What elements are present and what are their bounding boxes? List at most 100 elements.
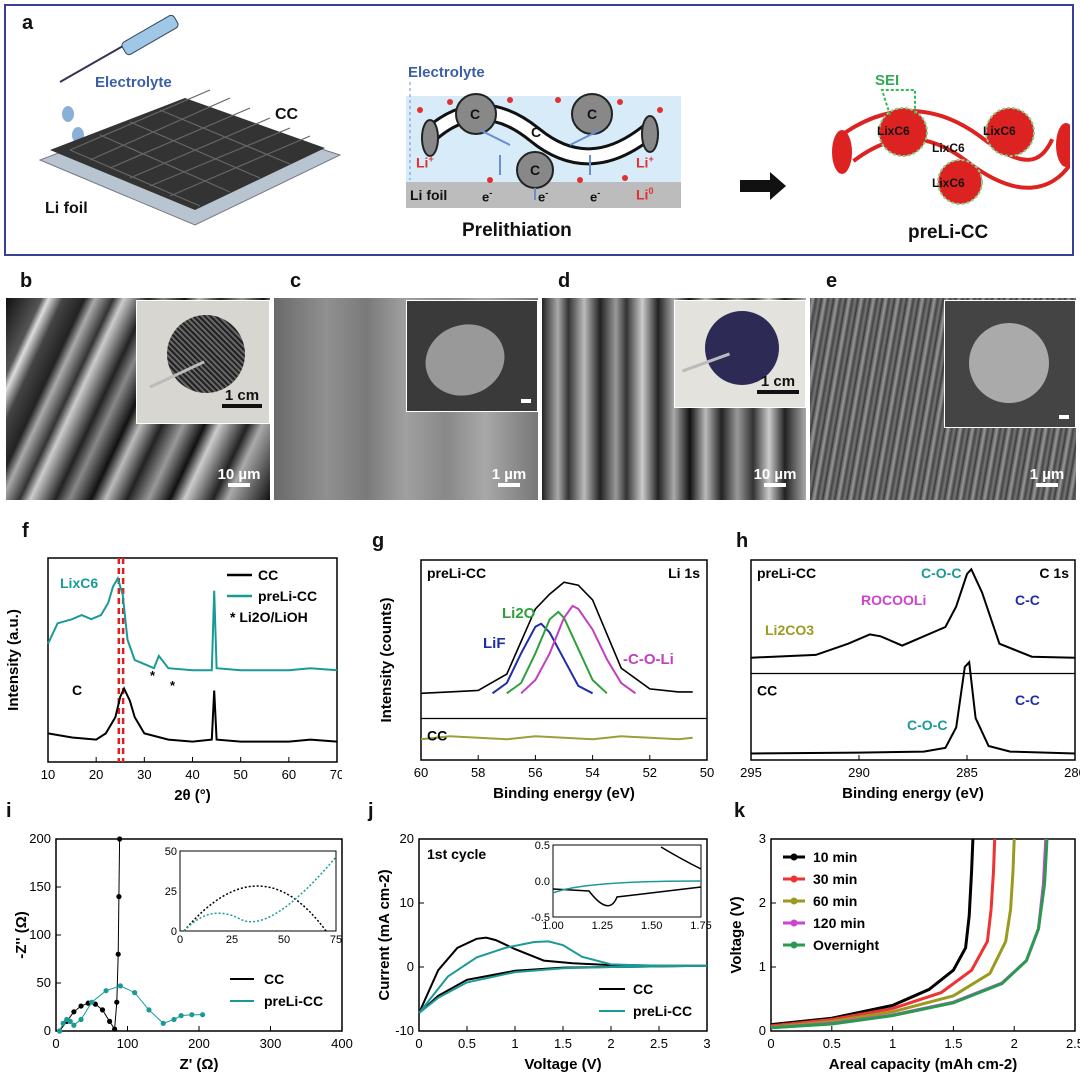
inset-series-cc [183,885,327,932]
label-prelicc: preLi-CC [757,565,816,581]
x-tick-label: 1.5 [944,1036,962,1051]
label-lixc6-3: LixC6 [932,141,965,155]
series-line [59,985,203,1032]
plot-frame [750,559,1076,761]
label-electrolyte-left: Electrolyte [95,74,172,91]
x-tick-label: 200 [188,1036,210,1051]
x-tick-label: 300 [260,1036,282,1051]
panel-letter-d: d [558,270,571,292]
inset-x-tick-label: 50 [278,934,290,946]
x-tick-label: 58 [471,765,485,780]
label-lixc6-1: LixC6 [877,124,910,138]
x-axis-label: Binding energy (eV) [842,785,984,802]
panel-letter-f: f [22,520,29,542]
x-tick-label: 2.5 [650,1036,668,1051]
inset-x-tick-label: 75 [330,934,342,946]
x-tick-label: 60 [282,767,296,782]
x-tick-label: 0.5 [823,1036,841,1051]
annotation-star: * [150,668,156,683]
inset-x-tick-label: 1.00 [542,920,563,932]
inset-x-tick-label: 1.75 [690,920,711,932]
legend-marker [790,941,798,949]
scale-bar-c: 1 µm [482,466,536,487]
label-lixc6-2: LixC6 [983,124,1016,138]
annotation-lif: LiF [483,635,506,652]
y-tick-label: 0 [759,1023,766,1038]
inset-sem-c [406,300,538,412]
scale-bar-e: 1 µm [1020,466,1074,487]
chart-h: 295290285280Binding energy (eV)Intensity… [740,559,1080,802]
inset-x-tick-label: 1.25 [592,920,613,932]
chart-f: 10 20 30 40 50 60 70 2θ (°) Intensity (a.u.) LixC… [5,557,342,804]
x-tick-label: 3 [703,1036,710,1051]
panel-letter-e: e [826,270,838,292]
series-line [770,838,1016,1029]
x-axis-label: Binding energy (eV) [493,785,635,802]
x-tick-label: 20 [89,767,103,782]
inset-series-cc [660,846,702,870]
x-tick-label: 0 [52,1036,59,1051]
y-tick-label: 0 [407,959,414,974]
inset-series-prelicc [552,880,702,894]
legend-label: preLi-CC [258,588,317,604]
x-tick-label: 52 [643,765,657,780]
y-axis-label: Voltage (V) [728,896,745,973]
inset-y-tick-label: -0.5 [531,912,550,924]
sem-image-e: 1 µm [810,298,1076,500]
annotation-lixc6: LixC6 [60,575,98,591]
x-tick-label: 290 [848,765,870,780]
y-tick-label: -10 [395,1023,414,1038]
inset-y-tick-label: 0.5 [535,840,550,852]
x-tick-label: 2 [607,1036,614,1051]
chart-g: 60 58 56 54 52 50 Binding energy (eV) Intensity… [378,559,714,802]
label-e-minus-3: e- [590,188,601,205]
sem-image-c: 1 µm [274,298,538,500]
legend-label: preLi-CC [264,993,323,1009]
inset-x-tick-label: 0 [177,934,183,946]
scale-bar-b: 10 µm [212,466,266,487]
annotation-cc: C-C [1015,592,1040,608]
inset-y-tick-label: 0 [171,926,177,938]
series-line [750,660,1076,755]
carbon-particle [455,93,497,135]
x-tick-label: 50 [700,765,714,780]
label-li0: Li0 [636,186,654,203]
inset-frame [179,850,337,932]
series-line [770,838,1049,1030]
panel-letter-h: h [736,530,749,552]
series-line [59,838,121,1032]
label-li-foil-mid: Li foil [410,187,448,203]
x-tick-label: 56 [528,765,542,780]
x-tick-label: 2 [1011,1036,1018,1051]
x-tick-label: 50 [233,767,247,782]
inset-series-prelicc [183,856,337,932]
legend-label: CC [258,567,278,583]
plot-frame [770,838,1076,1032]
legend-label: Overnight [813,937,879,953]
label-first-cycle: 1st cycle [427,846,486,862]
legend-marker [790,919,798,927]
x-tick-label: 10 [41,767,55,782]
x-tick-label: 400 [331,1036,353,1051]
annotation-li2co3: Li2CO3 [765,622,814,638]
y-tick-label: 0 [44,1023,51,1038]
x-tick-label: 2.5 [1066,1036,1080,1051]
series-line [520,604,637,695]
y-axis-label: Intensity (counts) [378,597,395,722]
data-point [117,836,123,842]
legend-label: 60 min [813,893,857,909]
label-e-minus-1: e- [482,188,493,205]
label-e-minus-2: e- [538,188,549,205]
series-line [418,940,708,1014]
inset-series-cc [552,886,702,907]
label-prelithiation: Prelithiation [462,220,572,241]
y-axis-label: -Z'' (Ω) [13,911,30,958]
label-c-4: C [530,162,541,178]
y-axis-label: Current (mA cm-2) [376,869,393,1000]
annotation-c: C [72,682,82,698]
inset-x-tick-label: 1.50 [641,920,662,932]
inset-x-tick-label: 25 [226,934,238,946]
label-prelicc: preLi-CC [908,222,989,243]
series-line [420,735,693,741]
inset-sem-e [944,300,1076,428]
